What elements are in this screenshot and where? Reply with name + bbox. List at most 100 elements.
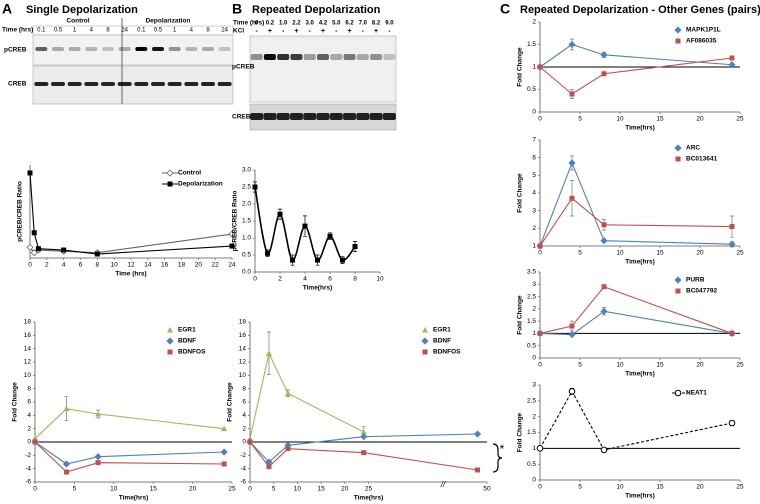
marker: [569, 323, 575, 329]
blot-band: [135, 47, 148, 51]
marker: [729, 55, 735, 61]
marker: [166, 337, 174, 345]
blot-band: [343, 113, 357, 120]
series-line: [34, 408, 225, 440]
marker: [247, 439, 253, 445]
legend-label: BDNFOS: [178, 349, 206, 356]
y-tick-label: 2: [242, 425, 246, 432]
marker: [94, 251, 100, 257]
blot-kcl: -: [388, 28, 391, 35]
panel-letter: C: [500, 1, 510, 17]
series-line: [34, 441, 225, 473]
y-tick-label: 16: [24, 332, 32, 339]
brace: [492, 443, 503, 473]
blot-band: [101, 82, 115, 86]
blot-kcl: -: [255, 28, 258, 35]
series-line: [29, 172, 233, 255]
y-tick-label: 2: [27, 425, 31, 432]
blot-kcl: +: [268, 28, 272, 35]
y-tick-label: 2.5: [242, 184, 251, 191]
blot-band: [250, 113, 264, 120]
blot-row-label: pCREB: [232, 64, 255, 71]
marker: [285, 446, 291, 452]
y-tick-label: 2: [532, 225, 536, 232]
x-tick-label: 5: [578, 116, 582, 123]
blot-kcl: -: [309, 28, 312, 35]
x-tick-label: 5: [578, 362, 582, 369]
x-tick-label: 20: [696, 116, 704, 123]
legend-label: MAPK1P1L: [686, 27, 721, 34]
y-tick-label: 1: [532, 243, 536, 250]
marker: [228, 230, 236, 238]
x-tick-label: 10: [111, 262, 119, 269]
blot-kcl: +: [347, 28, 351, 35]
x-tick-label: 2: [45, 262, 49, 269]
marker: [290, 257, 295, 263]
blot-kcl: +: [374, 28, 378, 35]
blot-time: 9.0: [385, 21, 394, 27]
y-tick-label: 18: [24, 319, 32, 326]
marker: [340, 257, 345, 263]
marker: [220, 448, 228, 456]
x-tick-label: 16: [161, 262, 169, 269]
y-tick-label: 0: [532, 355, 536, 362]
legend-label: EGR1: [433, 327, 451, 334]
blot-time-label: Time (hrs): [233, 20, 264, 27]
blot-kcl: -: [335, 28, 338, 35]
series-line: [539, 57, 733, 95]
blot-time: 0.2: [266, 21, 275, 27]
x-tick-label: 50: [483, 486, 491, 493]
y-tick-label: -4: [240, 465, 246, 472]
x-axis-label: Time(hrs): [354, 495, 384, 502]
x-tick-label: 15: [317, 486, 325, 493]
x-tick-label: 5: [578, 484, 582, 491]
x-tick-label: 0: [28, 262, 32, 269]
marker: [674, 276, 682, 284]
marker: [302, 223, 308, 229]
blot-row-label: CREB: [232, 114, 251, 121]
x-tick-label: 20: [696, 362, 704, 369]
blot-time: 24: [221, 28, 228, 34]
marker: [277, 211, 283, 217]
panel-title: Repeated Depolarization: [252, 4, 381, 16]
marker: [95, 411, 102, 417]
marker: [61, 247, 67, 253]
marker: [94, 453, 102, 461]
y-tick-label: -2: [25, 452, 31, 459]
marker: [360, 429, 367, 435]
y-tick-label: 6: [242, 399, 246, 406]
blot-band: [202, 47, 214, 51]
blot-band: [343, 54, 356, 60]
marker: [536, 445, 544, 452]
marker: [675, 38, 681, 44]
x-tick-label: 10: [294, 486, 302, 493]
y-axis-label: Fold Change: [517, 47, 524, 87]
y-tick-label: 6: [532, 154, 536, 161]
blot-time: 0.5: [154, 28, 163, 34]
x-tick-label: 10: [376, 276, 384, 283]
series-line: [34, 441, 225, 465]
y-tick-label: 4: [242, 412, 246, 419]
blot-band: [303, 54, 316, 60]
legend-label: Depolarization: [178, 181, 223, 188]
y-tick-label: 16: [239, 332, 247, 339]
blot-time: 0.1: [137, 28, 146, 34]
y-tick-label: 2: [532, 306, 536, 313]
blot-band: [370, 54, 383, 60]
panel-title: Repeated Depolarization - Other Genes (p…: [520, 4, 760, 16]
blot-band: [51, 82, 65, 86]
blot-band: [201, 82, 215, 86]
marker: [221, 461, 227, 467]
marker: [26, 243, 34, 251]
y-tick-label: 2.5: [527, 293, 536, 300]
y-tick-label: 1.0: [242, 235, 251, 242]
y-tick-label: -6: [240, 479, 246, 486]
y-tick-label: 1: [532, 445, 536, 452]
y-tick-label: 10: [239, 372, 247, 379]
y-tick-label: 12: [24, 359, 32, 366]
blot-band: [117, 82, 132, 86]
marker: [266, 464, 272, 470]
y-tick-label: 1.5: [527, 318, 536, 325]
blot-band: [329, 113, 343, 120]
annotation: *: [500, 442, 505, 456]
